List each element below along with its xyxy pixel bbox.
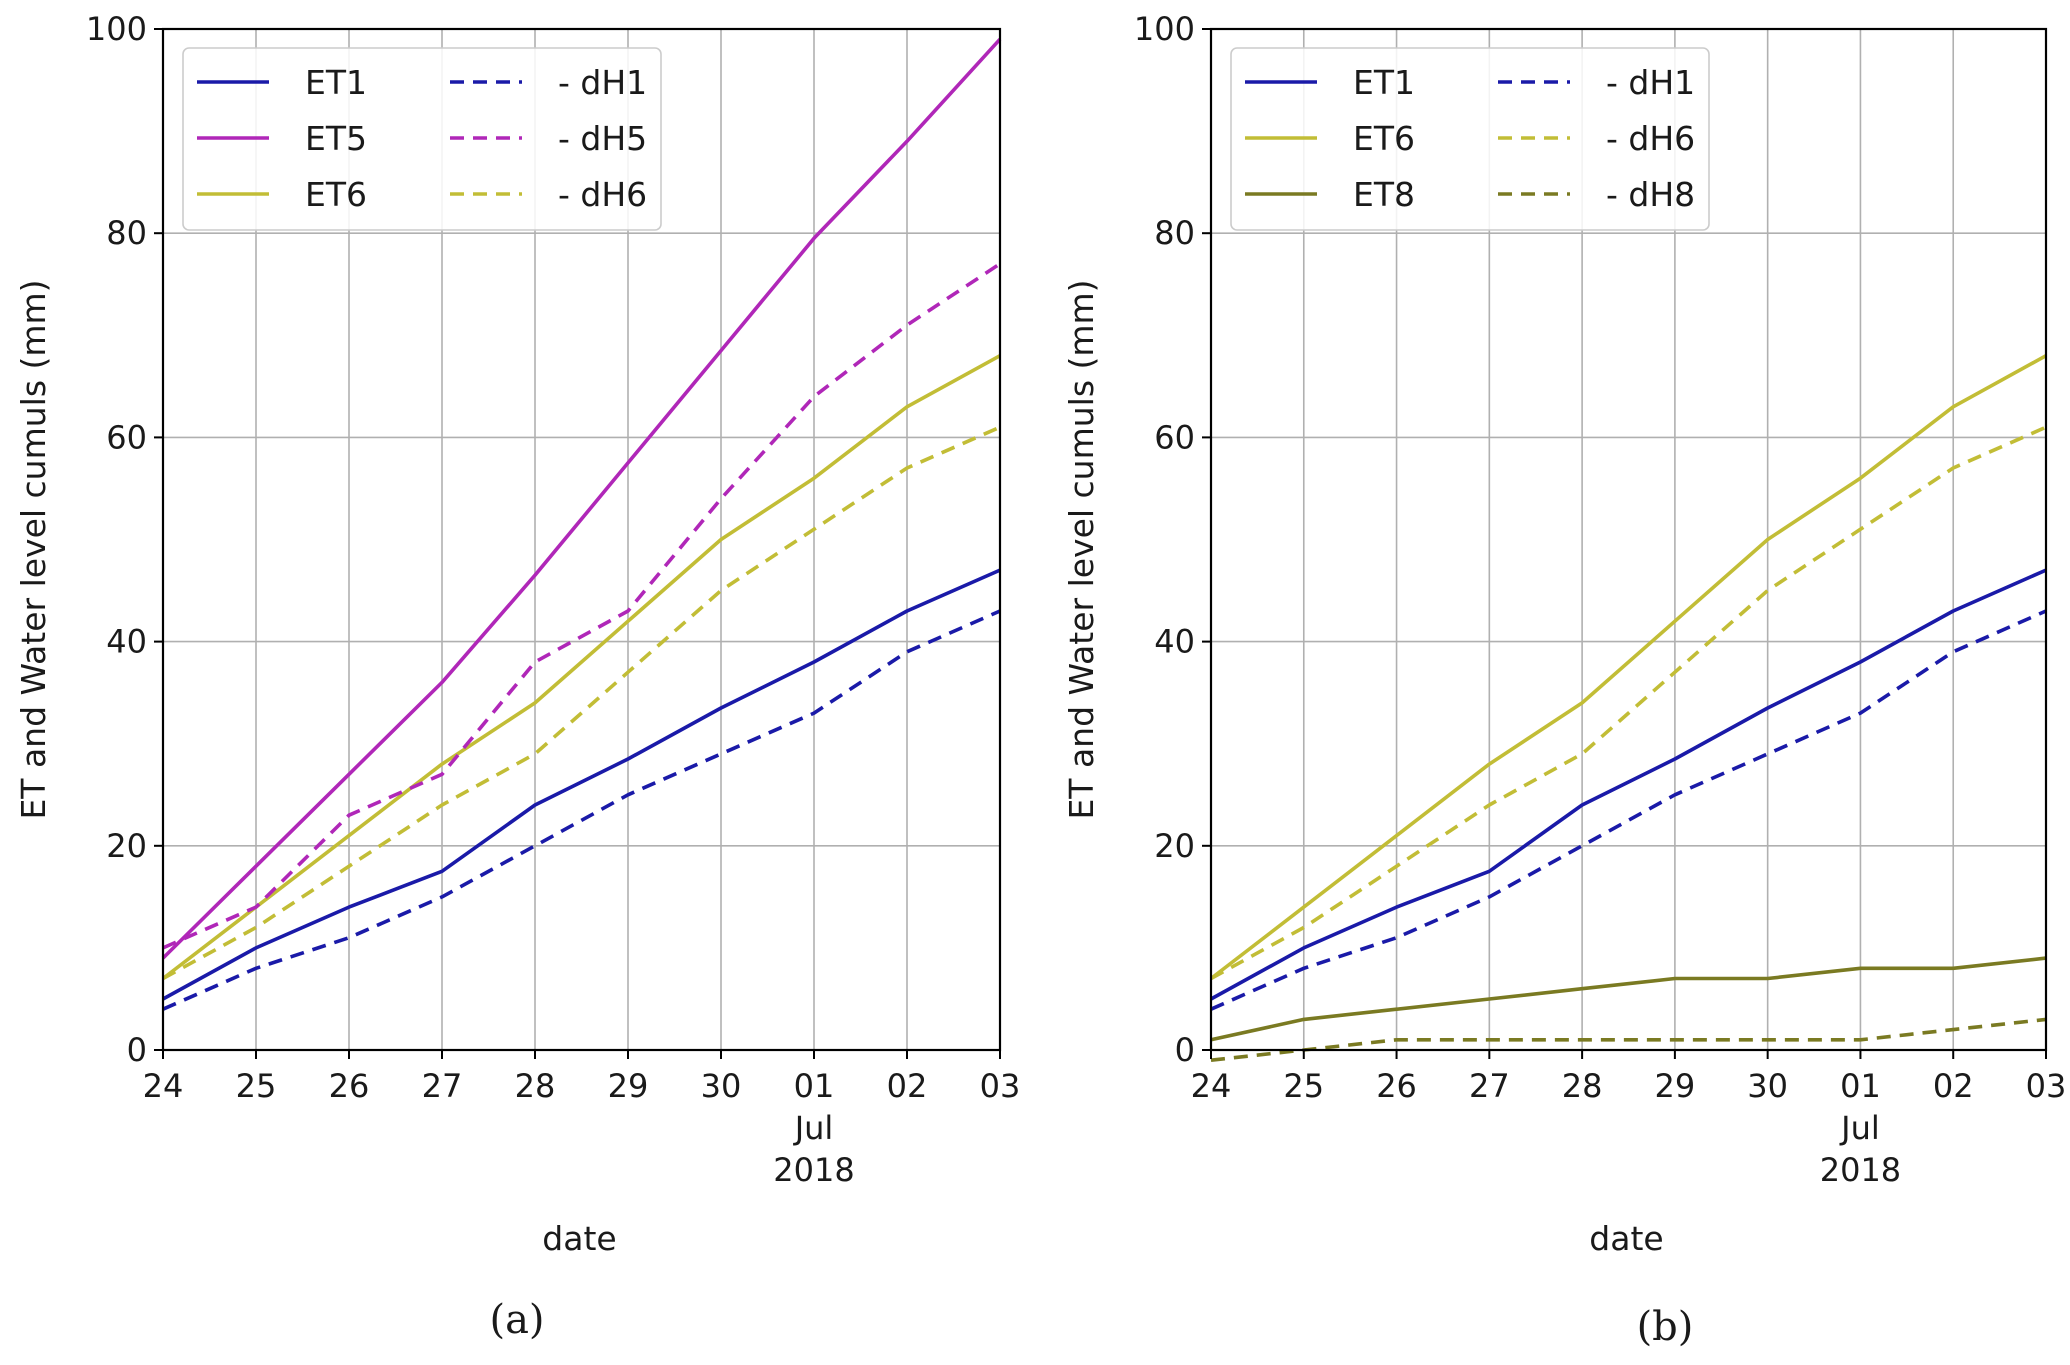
x-tick-label: 03	[2026, 1067, 2067, 1105]
legend: ET1 ET5 ET6 - dH1 - dH5 - dH6	[182, 47, 662, 231]
x-tick-label: 24	[1191, 1067, 1232, 1105]
x-tick-label: 02	[887, 1067, 928, 1105]
legend-label: ET6	[1353, 119, 1415, 158]
y-axis-label: ET and Water level cumuls (mm)	[14, 279, 53, 819]
x-tick-label: 02	[1933, 1067, 1974, 1105]
x-tick-year-label: 2018	[1820, 1151, 1901, 1189]
plot-frame	[1209, 27, 2048, 1052]
y-tick-label: 80	[106, 214, 147, 252]
series-line-et1	[162, 568, 1001, 1001]
y-tick-label: 60	[1154, 418, 1195, 456]
series-line-dh1	[1210, 609, 2047, 1011]
y-tick-label: 80	[1154, 214, 1195, 252]
series-line-dh6	[1210, 425, 2047, 981]
y-tick-label: 20	[1154, 827, 1195, 865]
y-tick-label: 40	[106, 623, 147, 661]
x-tick-year-label: 2018	[773, 1151, 854, 1189]
legend-box	[182, 47, 662, 231]
legend: ET1 ET6 ET8 - dH1 - dH6 - dH8	[1230, 47, 1710, 231]
x-axis-label: date	[1589, 1219, 1663, 1258]
chart-panel-b: 0 20 40 60 80 100 24 25 26 27 28 29 30 01 02 03 Jul 2018 d…	[1062, 10, 2066, 1350]
series-line-dh6	[162, 425, 1001, 981]
x-tick-label: 27	[422, 1067, 463, 1105]
series-line-et8	[1210, 956, 2047, 1042]
y-axis-label: ET and Water level cumuls (mm)	[1062, 279, 1101, 819]
y-tick-label: 0	[127, 1031, 147, 1069]
series-line-dh8	[1210, 1017, 2047, 1062]
plot-frame	[161, 27, 1002, 1052]
x-tick-label: 30	[701, 1067, 742, 1105]
panel-caption: (a)	[489, 1297, 544, 1343]
legend-label: ET8	[1353, 175, 1415, 214]
x-tick-label: 28	[1562, 1067, 1603, 1105]
legend-label: - dH1	[1606, 63, 1695, 102]
legend-label: - dH6	[558, 175, 647, 214]
x-tick-month-label: Jul	[793, 1109, 834, 1147]
x-tick-label: 29	[1655, 1067, 1696, 1105]
y-tick-label: 60	[106, 418, 147, 456]
series-line-dh1	[162, 609, 1001, 1011]
series-line-et6	[1209, 354, 2047, 980]
x-tick-label: 29	[608, 1067, 649, 1105]
x-tick-label: 25	[1283, 1067, 1324, 1105]
legend-label: - dH1	[558, 63, 647, 102]
legend-label: ET6	[305, 175, 367, 214]
x-tick-label: 24	[143, 1067, 184, 1105]
x-tick-label: 27	[1469, 1067, 1510, 1105]
y-tick-label: 20	[106, 827, 147, 865]
y-tick-label: 40	[1154, 623, 1195, 661]
x-tick-label: 25	[236, 1067, 277, 1105]
legend-box	[1230, 47, 1710, 231]
legend-label: ET1	[1353, 63, 1415, 102]
x-tick-label: 01	[794, 1067, 835, 1105]
x-tick-month-label: Jul	[1839, 1109, 1880, 1147]
chart-panel-a: 0 20 40 60 80 100 24 25 26 27 28 29 30 01 02 03 Jul 2018 d…	[14, 10, 1020, 1343]
series-line-dh5	[162, 262, 1001, 950]
y-tick-label: 100	[1134, 10, 1195, 48]
x-tick-label: 30	[1747, 1067, 1788, 1105]
x-tick-label: 26	[329, 1067, 370, 1105]
panel-caption: (b)	[1637, 1304, 1694, 1350]
legend-label: - dH8	[1606, 175, 1695, 214]
x-axis-label: date	[542, 1219, 616, 1258]
x-tick-label: 01	[1840, 1067, 1881, 1105]
legend-label: ET5	[305, 119, 367, 158]
series-line-et6	[161, 354, 1001, 980]
x-tick-label: 28	[515, 1067, 556, 1105]
x-tick-label: 26	[1376, 1067, 1417, 1105]
legend-label: ET1	[305, 63, 367, 102]
y-tick-label: 100	[86, 10, 147, 48]
x-tick-label: 03	[980, 1067, 1021, 1105]
y-tick-label: 0	[1175, 1031, 1195, 1069]
series-line-et5	[161, 37, 1002, 960]
series-line-et1	[1210, 568, 2047, 1001]
legend-label: - dH5	[558, 119, 647, 158]
legend-label: - dH6	[1606, 119, 1695, 158]
